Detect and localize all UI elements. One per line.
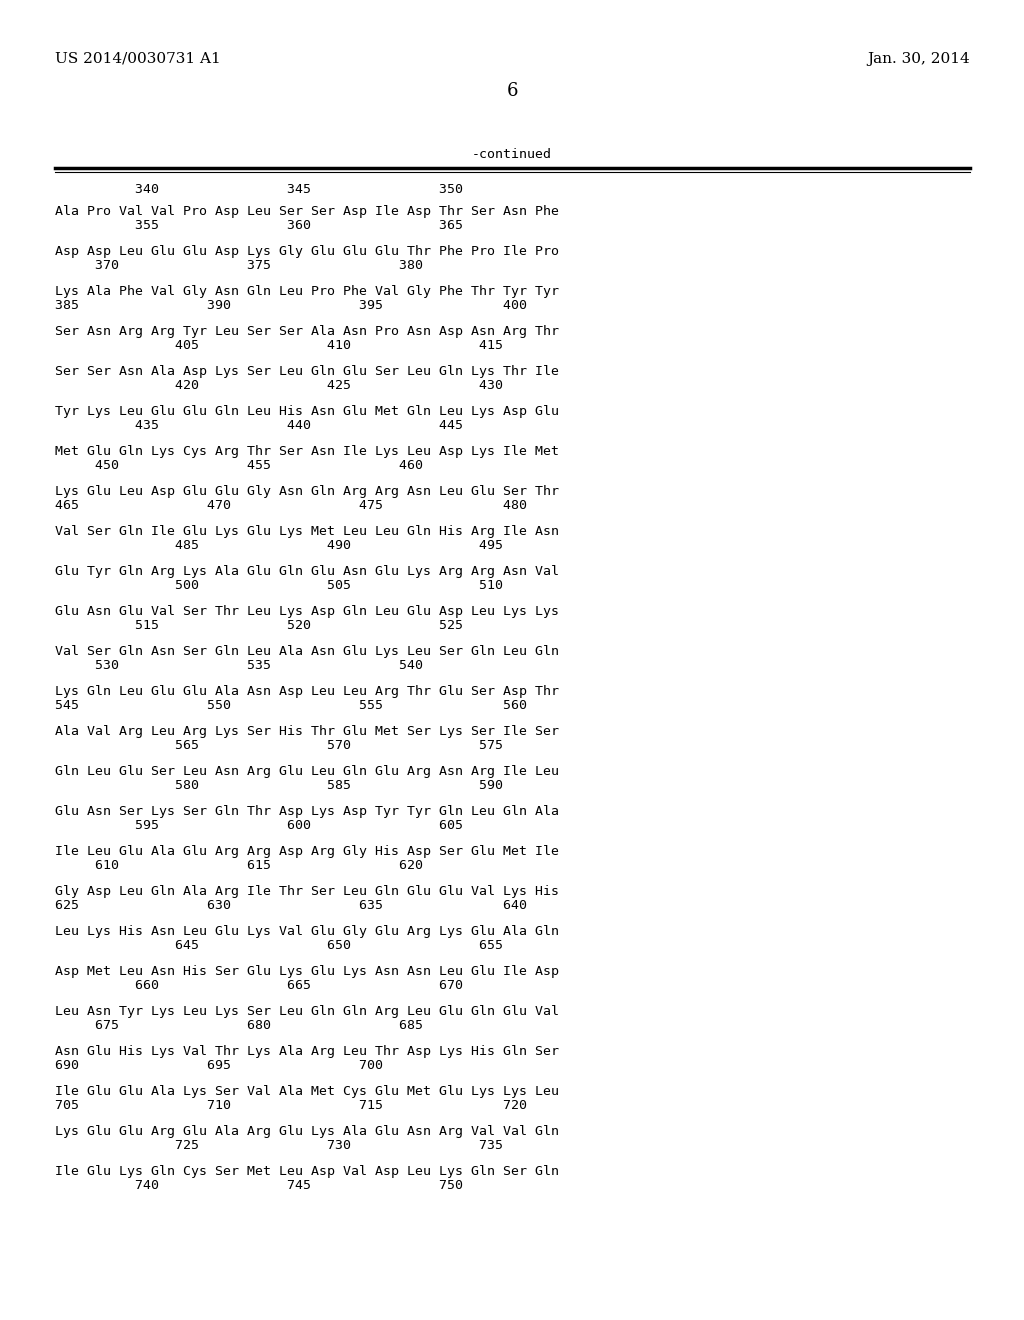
Text: Glu Asn Glu Val Ser Thr Leu Lys Asp Gln Leu Glu Asp Leu Lys Lys: Glu Asn Glu Val Ser Thr Leu Lys Asp Gln …	[55, 605, 559, 618]
Text: 435                440                445: 435 440 445	[55, 418, 463, 432]
Text: 610                615                620: 610 615 620	[55, 859, 423, 873]
Text: Lys Gln Leu Glu Glu Ala Asn Asp Leu Leu Arg Thr Glu Ser Asp Thr: Lys Gln Leu Glu Glu Ala Asn Asp Leu Leu …	[55, 685, 559, 698]
Text: 355                360                365: 355 360 365	[55, 219, 463, 232]
Text: 465                470                475               480: 465 470 475 480	[55, 499, 527, 512]
Text: Val Ser Gln Asn Ser Gln Leu Ala Asn Glu Lys Leu Ser Gln Leu Gln: Val Ser Gln Asn Ser Gln Leu Ala Asn Glu …	[55, 645, 559, 657]
Text: Ala Val Arg Leu Arg Lys Ser His Thr Glu Met Ser Lys Ser Ile Ser: Ala Val Arg Leu Arg Lys Ser His Thr Glu …	[55, 725, 559, 738]
Text: Ile Glu Lys Gln Cys Ser Met Leu Asp Val Asp Leu Lys Gln Ser Gln: Ile Glu Lys Gln Cys Ser Met Leu Asp Val …	[55, 1166, 559, 1177]
Text: 420                425                430: 420 425 430	[55, 379, 503, 392]
Text: 740                745                750: 740 745 750	[55, 1179, 463, 1192]
Text: Tyr Lys Leu Glu Glu Gln Leu His Asn Glu Met Gln Leu Lys Asp Glu: Tyr Lys Leu Glu Glu Gln Leu His Asn Glu …	[55, 405, 559, 418]
Text: 625                630                635               640: 625 630 635 640	[55, 899, 527, 912]
Text: 340                345                350: 340 345 350	[55, 183, 463, 195]
Text: Gln Leu Glu Ser Leu Asn Arg Glu Leu Gln Glu Arg Asn Arg Ile Leu: Gln Leu Glu Ser Leu Asn Arg Glu Leu Gln …	[55, 766, 559, 777]
Text: Ile Glu Glu Ala Lys Ser Val Ala Met Cys Glu Met Glu Lys Lys Leu: Ile Glu Glu Ala Lys Ser Val Ala Met Cys …	[55, 1085, 559, 1098]
Text: Asp Asp Leu Glu Glu Asp Lys Gly Glu Glu Glu Thr Phe Pro Ile Pro: Asp Asp Leu Glu Glu Asp Lys Gly Glu Glu …	[55, 246, 559, 257]
Text: Asp Met Leu Asn His Ser Glu Lys Glu Lys Asn Asn Leu Glu Ile Asp: Asp Met Leu Asn His Ser Glu Lys Glu Lys …	[55, 965, 559, 978]
Text: 660                665                670: 660 665 670	[55, 979, 463, 993]
Text: Leu Lys His Asn Leu Glu Lys Val Glu Gly Glu Arg Lys Glu Ala Gln: Leu Lys His Asn Leu Glu Lys Val Glu Gly …	[55, 925, 559, 939]
Text: Val Ser Gln Ile Glu Lys Glu Lys Met Leu Leu Gln His Arg Ile Asn: Val Ser Gln Ile Glu Lys Glu Lys Met Leu …	[55, 525, 559, 539]
Text: 675                680                685: 675 680 685	[55, 1019, 423, 1032]
Text: Jan. 30, 2014: Jan. 30, 2014	[867, 51, 970, 66]
Text: 595                600                605: 595 600 605	[55, 818, 463, 832]
Text: Glu Tyr Gln Arg Lys Ala Glu Gln Glu Asn Glu Lys Arg Arg Asn Val: Glu Tyr Gln Arg Lys Ala Glu Gln Glu Asn …	[55, 565, 559, 578]
Text: US 2014/0030731 A1: US 2014/0030731 A1	[55, 51, 221, 66]
Text: Lys Glu Leu Asp Glu Glu Gly Asn Gln Arg Arg Asn Leu Glu Ser Thr: Lys Glu Leu Asp Glu Glu Gly Asn Gln Arg …	[55, 484, 559, 498]
Text: Lys Glu Glu Arg Glu Ala Arg Glu Lys Ala Glu Asn Arg Val Val Gln: Lys Glu Glu Arg Glu Ala Arg Glu Lys Ala …	[55, 1125, 559, 1138]
Text: 565                570                575: 565 570 575	[55, 739, 503, 752]
Text: 705                710                715               720: 705 710 715 720	[55, 1100, 527, 1111]
Text: Ala Pro Val Val Pro Asp Leu Ser Ser Asp Ile Asp Thr Ser Asn Phe: Ala Pro Val Val Pro Asp Leu Ser Ser Asp …	[55, 205, 559, 218]
Text: 530                535                540: 530 535 540	[55, 659, 423, 672]
Text: 580                585                590: 580 585 590	[55, 779, 503, 792]
Text: 370                375                380: 370 375 380	[55, 259, 423, 272]
Text: 545                550                555               560: 545 550 555 560	[55, 700, 527, 711]
Text: 485                490                495: 485 490 495	[55, 539, 503, 552]
Text: Ile Leu Glu Ala Glu Arg Arg Asp Arg Gly His Asp Ser Glu Met Ile: Ile Leu Glu Ala Glu Arg Arg Asp Arg Gly …	[55, 845, 559, 858]
Text: 690                695                700: 690 695 700	[55, 1059, 383, 1072]
Text: Leu Asn Tyr Lys Leu Lys Ser Leu Gln Gln Arg Leu Glu Gln Glu Val: Leu Asn Tyr Lys Leu Lys Ser Leu Gln Gln …	[55, 1005, 559, 1018]
Text: 645                650                655: 645 650 655	[55, 939, 503, 952]
Text: 450                455                460: 450 455 460	[55, 459, 423, 473]
Text: Ser Asn Arg Arg Tyr Leu Ser Ser Ala Asn Pro Asn Asp Asn Arg Thr: Ser Asn Arg Arg Tyr Leu Ser Ser Ala Asn …	[55, 325, 559, 338]
Text: -continued: -continued	[472, 148, 552, 161]
Text: Asn Glu His Lys Val Thr Lys Ala Arg Leu Thr Asp Lys His Gln Ser: Asn Glu His Lys Val Thr Lys Ala Arg Leu …	[55, 1045, 559, 1059]
Text: 385                390                395               400: 385 390 395 400	[55, 300, 527, 312]
Text: 725                730                735: 725 730 735	[55, 1139, 503, 1152]
Text: Glu Asn Ser Lys Ser Gln Thr Asp Lys Asp Tyr Tyr Gln Leu Gln Ala: Glu Asn Ser Lys Ser Gln Thr Asp Lys Asp …	[55, 805, 559, 818]
Text: 405                410                415: 405 410 415	[55, 339, 503, 352]
Text: Met Glu Gln Lys Cys Arg Thr Ser Asn Ile Lys Leu Asp Lys Ile Met: Met Glu Gln Lys Cys Arg Thr Ser Asn Ile …	[55, 445, 559, 458]
Text: Ser Ser Asn Ala Asp Lys Ser Leu Gln Glu Ser Leu Gln Lys Thr Ile: Ser Ser Asn Ala Asp Lys Ser Leu Gln Glu …	[55, 366, 559, 378]
Text: 500                505                510: 500 505 510	[55, 579, 503, 591]
Text: Gly Asp Leu Gln Ala Arg Ile Thr Ser Leu Gln Glu Glu Val Lys His: Gly Asp Leu Gln Ala Arg Ile Thr Ser Leu …	[55, 884, 559, 898]
Text: 515                520                525: 515 520 525	[55, 619, 463, 632]
Text: Lys Ala Phe Val Gly Asn Gln Leu Pro Phe Val Gly Phe Thr Tyr Tyr: Lys Ala Phe Val Gly Asn Gln Leu Pro Phe …	[55, 285, 559, 298]
Text: 6: 6	[506, 82, 518, 100]
